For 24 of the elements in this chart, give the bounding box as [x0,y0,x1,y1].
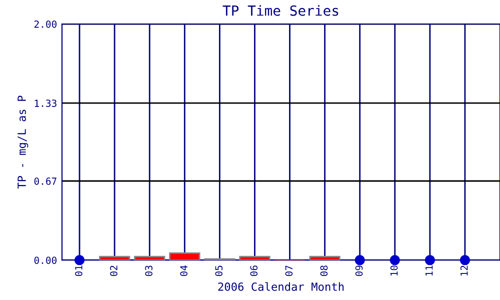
y-tick-label: 0.00 [34,256,57,264]
x-tick-label: 12 [460,266,468,276]
x-tick-label: 03 [145,266,152,276]
y-tick-label: 1.33 [34,100,56,107]
x-tick-label: 02 [110,266,118,276]
chart-title: TP Time Series [222,5,338,16]
x-tick-label: 09 [355,266,363,276]
y-axis-title: TP - mg/L as P [18,96,28,189]
x-tick-label: 01 [75,266,82,276]
x-tick-label: 07 [285,266,293,276]
bar [309,256,340,260]
bar [134,256,166,260]
x-tick-label: 11 [426,266,433,276]
x-tick-label: 10 [390,266,398,276]
x-tick-label: 06 [250,266,258,276]
y-tick-label: 2.00 [34,20,57,28]
bar [239,256,270,260]
y-tick-label: 0.67 [34,178,56,185]
x-tick-label: 04 [180,265,188,276]
x-tick-label: 05 [215,266,223,276]
bar [169,252,200,260]
bar [98,256,130,260]
x-axis-title: 2006 Calendar Month [218,282,344,291]
x-tick-label: 08 [320,266,328,276]
